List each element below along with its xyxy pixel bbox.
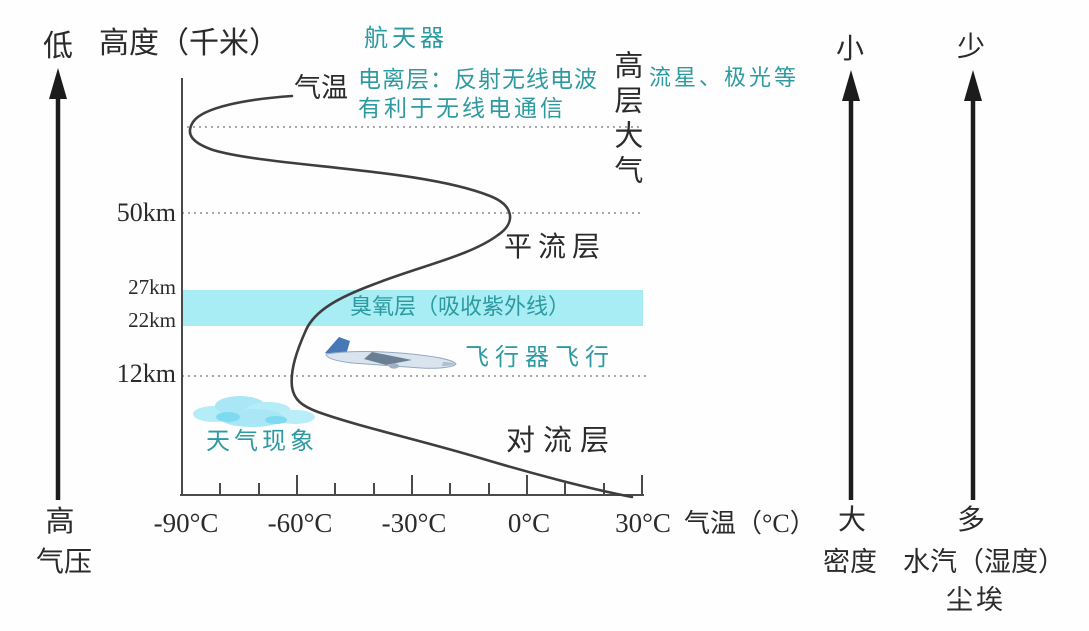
altitude-mark-22km: 22km [128, 308, 176, 332]
altitude-mark-50km: 50km [116, 198, 176, 227]
altitude-mark-12km: 12km [116, 359, 176, 388]
density-axis-title: 密度 [823, 547, 877, 577]
temp-tick-neg60: -60°C [267, 508, 333, 538]
density-bottom-label: 大 [837, 505, 867, 536]
axes [180, 78, 644, 496]
density-top-label: 小 [835, 34, 865, 65]
pressure-axis-title: 气压 [36, 547, 93, 578]
moisture-axis-title: 水汽（湿度） [903, 547, 1065, 577]
weather-phenomena-label: 天气现象 [206, 429, 318, 455]
moisture-top-label: 少 [956, 32, 986, 63]
layer-upper-atmosphere-label: 高层大气 [609, 50, 642, 190]
aircraft-flight-label: 飞行器飞行 [465, 345, 615, 371]
temp-tick-0: 0°C [507, 508, 551, 538]
layer-troposphere-label: 对流层 [506, 425, 618, 457]
ozone-band [182, 290, 643, 326]
altitude-mark-27km: 27km [128, 275, 176, 299]
density-up-arrow-icon [842, 70, 860, 500]
dust-label: 尘埃 [946, 585, 1006, 615]
ionosphere-label-line1: 电离层：反射无线电波 [358, 67, 598, 92]
altitude-axis-title: 高度（千米） [99, 27, 279, 60]
pressure-up-arrow-icon [49, 68, 67, 500]
spacecraft-label: 航天器 [364, 26, 448, 52]
temp-tick-neg30: -30°C [381, 508, 447, 538]
airplane-icon [325, 337, 457, 369]
pressure-bottom-label: 高 [45, 506, 75, 538]
curve-label: 气温 [294, 73, 348, 103]
temperature-curve [188, 94, 634, 499]
temp-tick-30: 30°C [615, 508, 671, 538]
layer-stratosphere-label: 平流层 [504, 232, 607, 263]
temp-tick-neg90: -90°C [153, 508, 219, 538]
moisture-up-arrow-icon [964, 70, 982, 500]
temp-axis-title: 气温（°C） [684, 509, 816, 538]
moisture-bottom-label: 多 [956, 505, 986, 536]
meteors-aurora-label: 流星、极光等 [649, 65, 800, 90]
pressure-top-label: 低 [43, 30, 73, 63]
cloud-icon [193, 396, 315, 427]
ionosphere-label-line2: 有利于无线电通信 [358, 96, 566, 121]
ozone-layer-label: 臭氧层（吸收紫外线） [350, 294, 571, 319]
